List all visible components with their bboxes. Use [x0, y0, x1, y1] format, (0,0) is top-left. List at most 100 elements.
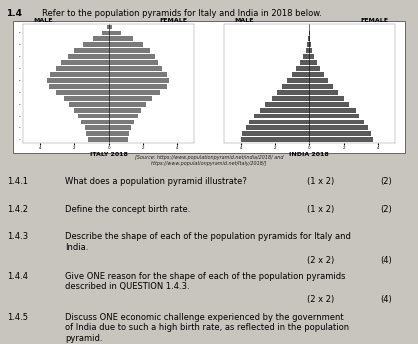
Text: 90: 90 — [18, 32, 21, 33]
Bar — [309, 137, 373, 142]
Text: [Source: https://www.populationpyramid.net/india/2018/ and
https://www.populatio: [Source: https://www.populationpyramid.n… — [135, 155, 283, 166]
Bar — [282, 84, 309, 89]
Bar — [260, 108, 309, 112]
Bar — [109, 108, 141, 112]
Bar — [242, 131, 309, 136]
Bar — [109, 131, 129, 136]
Text: 1.4.1: 1.4.1 — [8, 177, 28, 186]
Bar — [241, 137, 309, 142]
Bar — [87, 131, 109, 136]
Text: (2 x 2): (2 x 2) — [307, 256, 334, 265]
Bar — [109, 114, 138, 118]
Text: Refer to the population pyramids for Italy and India in 2018 below.: Refer to the population pyramids for Ita… — [42, 9, 322, 18]
Bar — [309, 126, 367, 130]
FancyBboxPatch shape — [13, 21, 405, 153]
Bar — [309, 96, 344, 101]
Bar — [109, 66, 162, 71]
Bar — [303, 54, 309, 59]
Text: 20: 20 — [18, 116, 21, 117]
Bar — [78, 114, 109, 118]
Bar — [48, 84, 109, 89]
Bar — [61, 60, 109, 65]
Bar — [292, 72, 309, 77]
Bar — [109, 60, 158, 65]
Bar — [309, 114, 359, 118]
Bar — [272, 96, 309, 101]
Bar — [306, 49, 309, 53]
Bar — [93, 36, 109, 41]
Text: 1.4.4: 1.4.4 — [8, 272, 28, 281]
Text: (4): (4) — [380, 256, 392, 265]
Bar — [109, 78, 168, 83]
Bar — [277, 90, 309, 95]
Bar — [109, 126, 131, 130]
Text: Define the concept birth rate.: Define the concept birth rate. — [65, 205, 190, 214]
Bar — [309, 49, 312, 53]
Bar — [309, 66, 320, 71]
Bar — [296, 66, 309, 71]
Bar — [309, 108, 356, 112]
Text: 1.4.5: 1.4.5 — [8, 313, 28, 322]
Text: FEMALE: FEMALE — [360, 18, 388, 23]
Bar — [64, 96, 109, 101]
Text: (2 x 2): (2 x 2) — [307, 295, 334, 304]
Text: MALE: MALE — [234, 18, 254, 23]
Bar — [287, 78, 309, 83]
Bar — [309, 120, 364, 125]
Bar — [309, 131, 371, 136]
Bar — [47, 78, 109, 83]
Text: 60: 60 — [18, 68, 21, 69]
Bar — [309, 42, 311, 47]
Bar — [309, 72, 324, 77]
Text: Give ONE reason for the shape of each of the population pyramids
described in QU: Give ONE reason for the shape of each of… — [65, 272, 345, 291]
Bar — [81, 120, 109, 125]
Text: (4): (4) — [380, 295, 392, 304]
Bar — [109, 120, 134, 125]
Text: FEMALE: FEMALE — [160, 18, 188, 23]
Bar — [309, 102, 349, 107]
Bar — [265, 102, 309, 107]
Bar — [68, 54, 109, 59]
Bar — [309, 84, 333, 89]
Bar — [85, 126, 109, 130]
X-axis label: INDIA 2018: INDIA 2018 — [289, 152, 329, 157]
Text: 50: 50 — [18, 80, 21, 81]
Bar — [56, 66, 109, 71]
Text: 10: 10 — [18, 127, 21, 128]
Bar — [309, 36, 310, 41]
Bar — [309, 60, 316, 65]
Bar — [51, 72, 109, 77]
Bar — [309, 78, 328, 83]
Bar — [309, 54, 314, 59]
Text: (2): (2) — [380, 205, 392, 214]
Bar — [107, 25, 109, 30]
Bar — [74, 108, 109, 112]
Bar — [109, 49, 150, 53]
Bar — [109, 84, 167, 89]
Bar — [255, 114, 309, 118]
Text: 1.4.3: 1.4.3 — [8, 232, 29, 241]
Bar — [109, 42, 143, 47]
Bar — [109, 54, 155, 59]
Text: 1.4: 1.4 — [6, 9, 22, 18]
Bar — [109, 96, 151, 101]
Bar — [301, 60, 309, 65]
Bar — [109, 31, 121, 35]
Bar — [69, 102, 109, 107]
Bar — [56, 90, 109, 95]
Bar — [109, 25, 112, 30]
Text: 70: 70 — [18, 56, 21, 57]
Text: MALE: MALE — [34, 18, 54, 23]
Text: (1 x 2): (1 x 2) — [307, 205, 334, 214]
Bar — [250, 120, 309, 125]
Text: 30: 30 — [18, 104, 21, 105]
Bar — [308, 36, 309, 41]
Text: (1 x 2): (1 x 2) — [307, 177, 334, 186]
Bar — [88, 137, 109, 142]
Bar — [109, 137, 127, 142]
Text: (2): (2) — [380, 177, 392, 186]
Text: 80: 80 — [18, 44, 21, 45]
Bar — [309, 90, 339, 95]
X-axis label: ITALY 2018: ITALY 2018 — [90, 152, 127, 157]
Bar — [83, 42, 109, 47]
